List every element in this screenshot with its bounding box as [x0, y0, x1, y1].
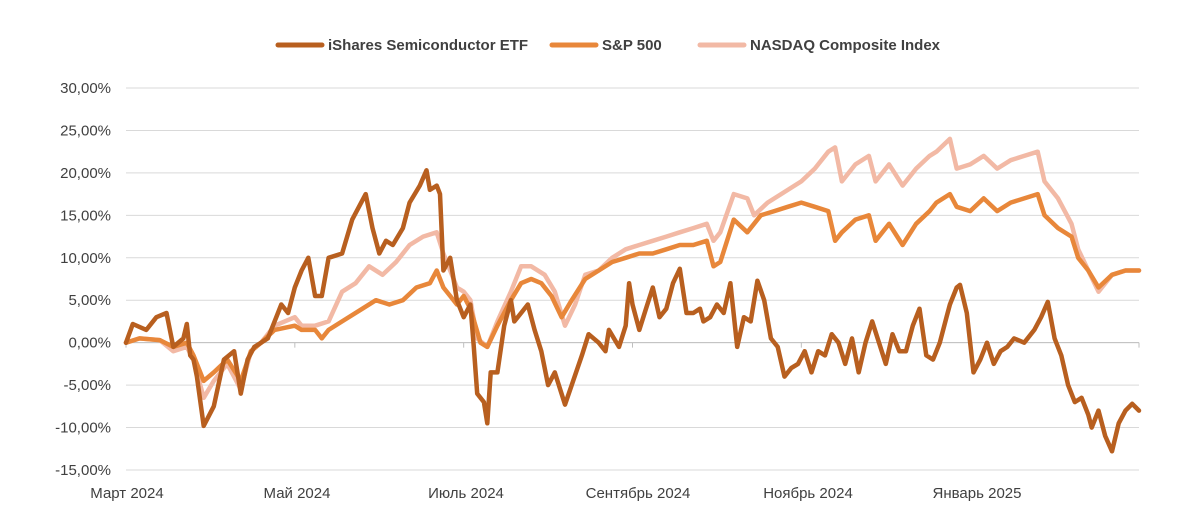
x-tick-label: Июль 2024 [428, 485, 504, 502]
x-tick-label: Май 2024 [264, 485, 331, 502]
y-axis: 30,00% 25,00% 20,00% 15,00% 10,00% 5,00% 0,00%… [55, 80, 111, 479]
legend-item-ishares: iShares Semiconductor ETF [275, 37, 528, 54]
legend-label-nasdaq: NASDAQ Composite Index [750, 37, 941, 54]
y-tick-label: 30,00% [60, 80, 111, 97]
y-tick-label: -10,00% [55, 420, 111, 437]
y-tick-label: -5,00% [63, 377, 111, 394]
y-tick-label: 5,00% [68, 292, 111, 309]
x-tick-label: Сентябрь 2024 [586, 485, 691, 502]
y-tick-label: 15,00% [60, 207, 111, 224]
series-lines [123, 136, 1142, 454]
series-line-2 [123, 136, 1142, 401]
legend: iShares Semiconductor ETF S&P 500 NASDAQ… [275, 37, 941, 54]
y-tick-label: 20,00% [60, 165, 111, 182]
gridlines [126, 87, 1139, 471]
series-line-0 [123, 168, 1142, 454]
y-tick-label: 25,00% [60, 122, 111, 139]
y-tick-label: 0,00% [68, 335, 111, 352]
legend-label-ishares: iShares Semiconductor ETF [328, 37, 528, 54]
series-line-1 [123, 191, 1142, 384]
legend-item-nasdaq: NASDAQ Composite Index [697, 37, 941, 54]
x-tick-label: Ноябрь 2024 [763, 485, 853, 502]
y-tick-label: 10,00% [60, 250, 111, 267]
legend-label-sp500: S&P 500 [602, 37, 662, 54]
x-tick-label: Март 2024 [90, 485, 163, 502]
legend-item-sp500: S&P 500 [549, 37, 662, 54]
y-tick-label: -15,00% [55, 462, 111, 479]
x-tick-label: Январь 2025 [933, 485, 1022, 502]
